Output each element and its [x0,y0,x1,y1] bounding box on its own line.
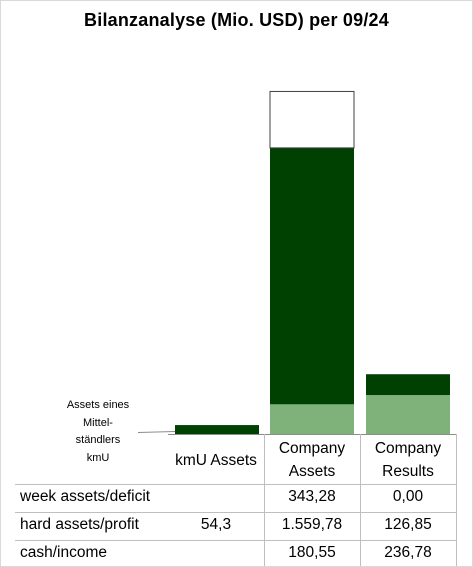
cell-week-company-results: 0,00 [392,488,424,505]
cell-cash-company-assets: 180,55 [288,544,336,561]
bar-hard-assets-profit-1 [175,425,259,434]
row-label-cash-income: cash/income [20,544,108,561]
chart-title: Bilanzanalyse (Mio. USD) per 09/24 [84,10,389,30]
row-label-week-assets-deficit: week assets/deficit [20,488,151,505]
row-label-hard-assets-profit: hard assets/profit [20,516,139,533]
bar-cash-income-2 [270,404,354,434]
bar-cash-income-3 [366,395,450,434]
annotation-line: kmU [86,451,110,464]
bar-hard-assets-profit-2 [270,147,354,405]
cell-hard-company-results: 126,85 [384,516,432,533]
data-table-grid [15,431,457,566]
category-label-line: Company [374,440,442,457]
category-label-line: kmU Assets [175,452,257,469]
category-label-line: Results [382,463,434,480]
cell-hard-company-assets: 1.559,78 [281,516,343,533]
category-label-line: Assets [288,463,336,480]
annotation-line: Mittel- [83,416,113,429]
annotation-leader-line [137,431,176,433]
annotation-line: Assets eines [66,399,130,411]
category-label-kmu-assets: kmU Assets [162,449,270,472]
cell-cash-company-results: 236,78 [384,544,432,561]
category-label-company-results: Company Results [360,437,456,483]
bars-group [175,90,450,434]
annotation-line: ständlers [75,434,121,446]
category-label-company-assets: Company Assets [264,437,360,483]
bar-week-assets-deficit-2 [269,90,355,149]
cell-hard-kmu: 54,3 [200,516,232,533]
bar-hard-assets-profit-3 [366,374,450,396]
cell-week-company-assets: 343,28 [288,488,336,505]
category-label-line: Company [278,440,346,457]
kmu-annotation: Assets eines Mittel- ständlers kmU [50,397,146,467]
